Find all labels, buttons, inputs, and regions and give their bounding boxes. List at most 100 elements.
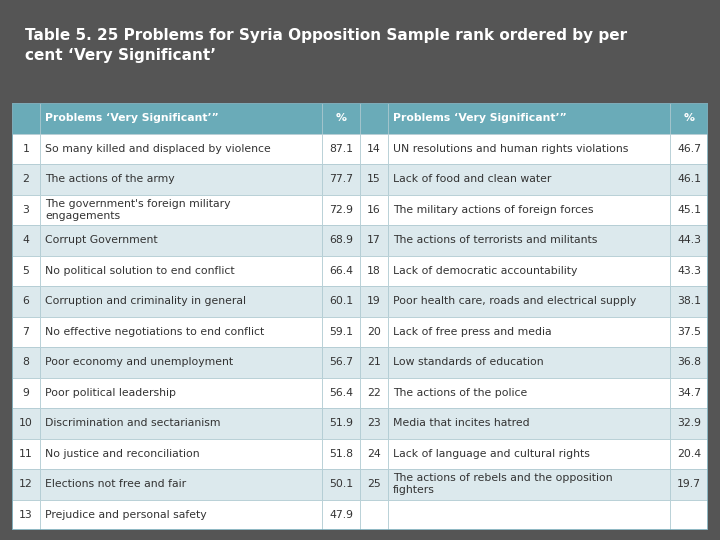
Bar bbox=[12, 133, 40, 164]
Bar bbox=[40, 438, 322, 469]
Bar bbox=[388, 225, 670, 255]
Text: 6: 6 bbox=[22, 296, 30, 306]
Text: 46.1: 46.1 bbox=[677, 174, 701, 184]
Bar bbox=[12, 377, 40, 408]
Bar bbox=[12, 286, 40, 316]
Bar bbox=[670, 255, 708, 286]
Text: Lack of free press and media: Lack of free press and media bbox=[393, 327, 552, 337]
Bar bbox=[670, 225, 708, 255]
Text: The actions of the army: The actions of the army bbox=[45, 174, 175, 184]
Bar bbox=[360, 469, 388, 500]
Text: 13: 13 bbox=[19, 510, 33, 519]
Bar bbox=[388, 438, 670, 469]
Text: %: % bbox=[683, 113, 695, 123]
Bar bbox=[388, 377, 670, 408]
Bar bbox=[12, 255, 40, 286]
Text: 60.1: 60.1 bbox=[329, 296, 353, 306]
Text: 7: 7 bbox=[22, 327, 30, 337]
Text: 72.9: 72.9 bbox=[329, 205, 353, 215]
Bar bbox=[322, 377, 360, 408]
Bar bbox=[670, 286, 708, 316]
Bar bbox=[322, 469, 360, 500]
Text: 36.8: 36.8 bbox=[677, 357, 701, 367]
Text: 19.7: 19.7 bbox=[677, 480, 701, 489]
Bar bbox=[670, 316, 708, 347]
Text: Media that incites hatred: Media that incites hatred bbox=[393, 418, 530, 428]
Text: 11: 11 bbox=[19, 449, 33, 459]
Bar bbox=[360, 164, 388, 194]
Bar bbox=[360, 377, 388, 408]
Text: 20.4: 20.4 bbox=[677, 449, 701, 459]
Text: 59.1: 59.1 bbox=[329, 327, 353, 337]
Bar bbox=[322, 286, 360, 316]
Bar bbox=[360, 438, 388, 469]
Bar bbox=[40, 103, 322, 133]
Text: Elections not free and fair: Elections not free and fair bbox=[45, 480, 186, 489]
Bar bbox=[322, 316, 360, 347]
Bar bbox=[12, 408, 40, 438]
Text: No effective negotiations to end conflict: No effective negotiations to end conflic… bbox=[45, 327, 264, 337]
Bar bbox=[12, 438, 40, 469]
Bar bbox=[322, 164, 360, 194]
Bar bbox=[12, 194, 40, 225]
Text: 44.3: 44.3 bbox=[677, 235, 701, 245]
Text: 19: 19 bbox=[367, 296, 381, 306]
Bar bbox=[40, 255, 322, 286]
Text: %: % bbox=[336, 113, 346, 123]
Bar bbox=[360, 500, 388, 530]
Text: No political solution to end conflict: No political solution to end conflict bbox=[45, 266, 235, 276]
Bar bbox=[388, 500, 670, 530]
Bar bbox=[12, 164, 40, 194]
Bar bbox=[388, 347, 670, 377]
Bar bbox=[12, 500, 40, 530]
Text: 56.4: 56.4 bbox=[329, 388, 353, 398]
Text: Lack of food and clean water: Lack of food and clean water bbox=[393, 174, 552, 184]
Text: No justice and reconciliation: No justice and reconciliation bbox=[45, 449, 199, 459]
Text: 47.9: 47.9 bbox=[329, 510, 353, 519]
Bar bbox=[360, 255, 388, 286]
Text: Discrimination and sectarianism: Discrimination and sectarianism bbox=[45, 418, 220, 428]
Text: 23: 23 bbox=[367, 418, 381, 428]
Bar bbox=[360, 408, 388, 438]
Bar bbox=[388, 469, 670, 500]
Text: 1: 1 bbox=[22, 144, 30, 154]
Text: 66.4: 66.4 bbox=[329, 266, 353, 276]
Text: Corruption and criminality in general: Corruption and criminality in general bbox=[45, 296, 246, 306]
Bar bbox=[388, 255, 670, 286]
Text: 25: 25 bbox=[367, 480, 381, 489]
Text: Prejudice and personal safety: Prejudice and personal safety bbox=[45, 510, 207, 519]
Text: Problems ‘Very Significant’”: Problems ‘Very Significant’” bbox=[45, 113, 219, 123]
Bar bbox=[40, 500, 322, 530]
Text: 37.5: 37.5 bbox=[677, 327, 701, 337]
Bar bbox=[388, 194, 670, 225]
Bar bbox=[40, 286, 322, 316]
Bar bbox=[322, 103, 360, 133]
Text: 87.1: 87.1 bbox=[329, 144, 353, 154]
Bar bbox=[670, 377, 708, 408]
Bar bbox=[322, 408, 360, 438]
Text: Poor health care, roads and electrical supply: Poor health care, roads and electrical s… bbox=[393, 296, 636, 306]
Text: 50.1: 50.1 bbox=[329, 480, 353, 489]
Bar bbox=[670, 438, 708, 469]
Bar bbox=[360, 286, 388, 316]
Bar bbox=[360, 103, 388, 133]
Text: Problems ‘Very Significant’”: Problems ‘Very Significant’” bbox=[393, 113, 567, 123]
Text: Poor economy and unemployment: Poor economy and unemployment bbox=[45, 357, 233, 367]
Bar bbox=[40, 316, 322, 347]
Text: 34.7: 34.7 bbox=[677, 388, 701, 398]
Bar bbox=[670, 469, 708, 500]
Text: 14: 14 bbox=[367, 144, 381, 154]
Bar bbox=[12, 225, 40, 255]
Bar bbox=[40, 164, 322, 194]
Text: 8: 8 bbox=[22, 357, 30, 367]
Bar bbox=[388, 133, 670, 164]
Text: 38.1: 38.1 bbox=[677, 296, 701, 306]
Bar bbox=[322, 133, 360, 164]
Bar bbox=[322, 225, 360, 255]
Text: The military actions of foreign forces: The military actions of foreign forces bbox=[393, 205, 593, 215]
Bar bbox=[40, 408, 322, 438]
Bar bbox=[388, 286, 670, 316]
Bar bbox=[670, 347, 708, 377]
Bar bbox=[360, 316, 388, 347]
Text: 51.9: 51.9 bbox=[329, 418, 353, 428]
